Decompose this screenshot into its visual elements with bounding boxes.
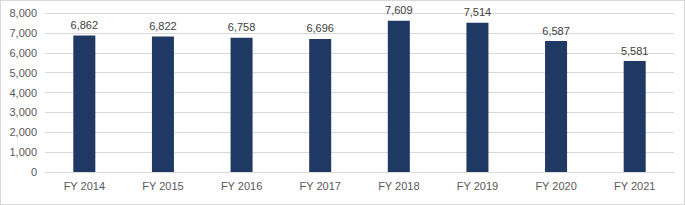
svg-text:6,862: 6,862 (71, 19, 99, 31)
svg-text:6,696: 6,696 (306, 22, 334, 34)
svg-text:5,581: 5,581 (621, 45, 649, 57)
svg-text:FY 2021: FY 2021 (614, 180, 655, 192)
svg-text:6,587: 6,587 (542, 25, 570, 37)
svg-text:7,000: 7,000 (9, 27, 37, 39)
svg-text:FY 2015: FY 2015 (142, 180, 183, 192)
svg-text:6,758: 6,758 (228, 21, 256, 33)
svg-text:7,514: 7,514 (464, 6, 492, 18)
svg-text:3,000: 3,000 (9, 106, 37, 118)
svg-text:FY 2018: FY 2018 (378, 180, 419, 192)
svg-text:1,000: 1,000 (9, 146, 37, 158)
svg-text:FY 2016: FY 2016 (221, 180, 262, 192)
svg-text:2,000: 2,000 (9, 126, 37, 138)
svg-text:FY 2019: FY 2019 (457, 180, 498, 192)
svg-text:FY 2020: FY 2020 (535, 180, 576, 192)
svg-text:0: 0 (31, 166, 37, 178)
svg-text:4,000: 4,000 (9, 87, 37, 99)
svg-text:FY 2017: FY 2017 (299, 180, 340, 192)
svg-text:FY 2014: FY 2014 (64, 180, 105, 192)
svg-text:6,822: 6,822 (149, 20, 177, 32)
svg-text:5,000: 5,000 (9, 67, 37, 79)
svg-text:6,000: 6,000 (9, 47, 37, 59)
svg-text:8,000: 8,000 (9, 7, 37, 19)
svg-text:7,609: 7,609 (385, 4, 413, 16)
